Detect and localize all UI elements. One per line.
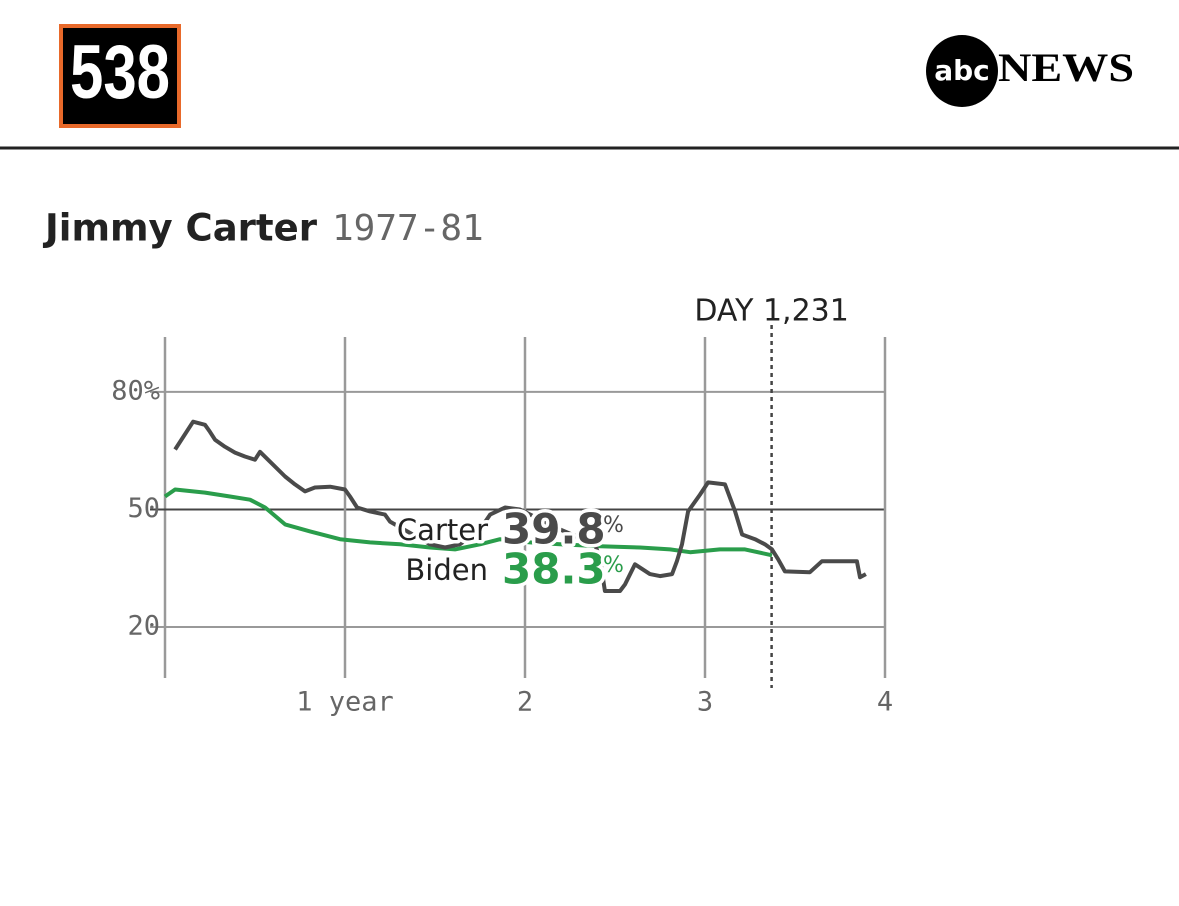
x-tick-label: 3 bbox=[697, 687, 713, 718]
value-unit: % bbox=[603, 553, 624, 578]
x-tick-label: 1 year bbox=[296, 687, 394, 718]
current-value: 39.8 bbox=[502, 505, 606, 554]
chart-title: Jimmy Carter bbox=[42, 207, 318, 250]
x-tick-label: 4 bbox=[877, 687, 893, 718]
x-tick-label: 2 bbox=[517, 687, 533, 718]
logo-box bbox=[59, 24, 181, 128]
value-unit: % bbox=[603, 513, 624, 538]
day-marker-label: DAY 1,231 bbox=[694, 294, 849, 329]
chart-subtitle: 1977-81 bbox=[332, 208, 484, 249]
brand-name: NEWS bbox=[998, 45, 1134, 90]
series-line bbox=[173, 419, 867, 593]
y-tick-label: 50 bbox=[127, 493, 160, 524]
y-tick-label: 20 bbox=[127, 611, 160, 642]
series-label: Carter bbox=[397, 513, 488, 547]
brand-circle bbox=[926, 35, 998, 107]
brand-mark: abc bbox=[934, 54, 990, 87]
series-label: Biden bbox=[405, 553, 488, 587]
logo: 538 bbox=[70, 30, 170, 115]
y-tick-label: 80% bbox=[111, 375, 160, 406]
current-value: 38.3 bbox=[502, 545, 606, 594]
